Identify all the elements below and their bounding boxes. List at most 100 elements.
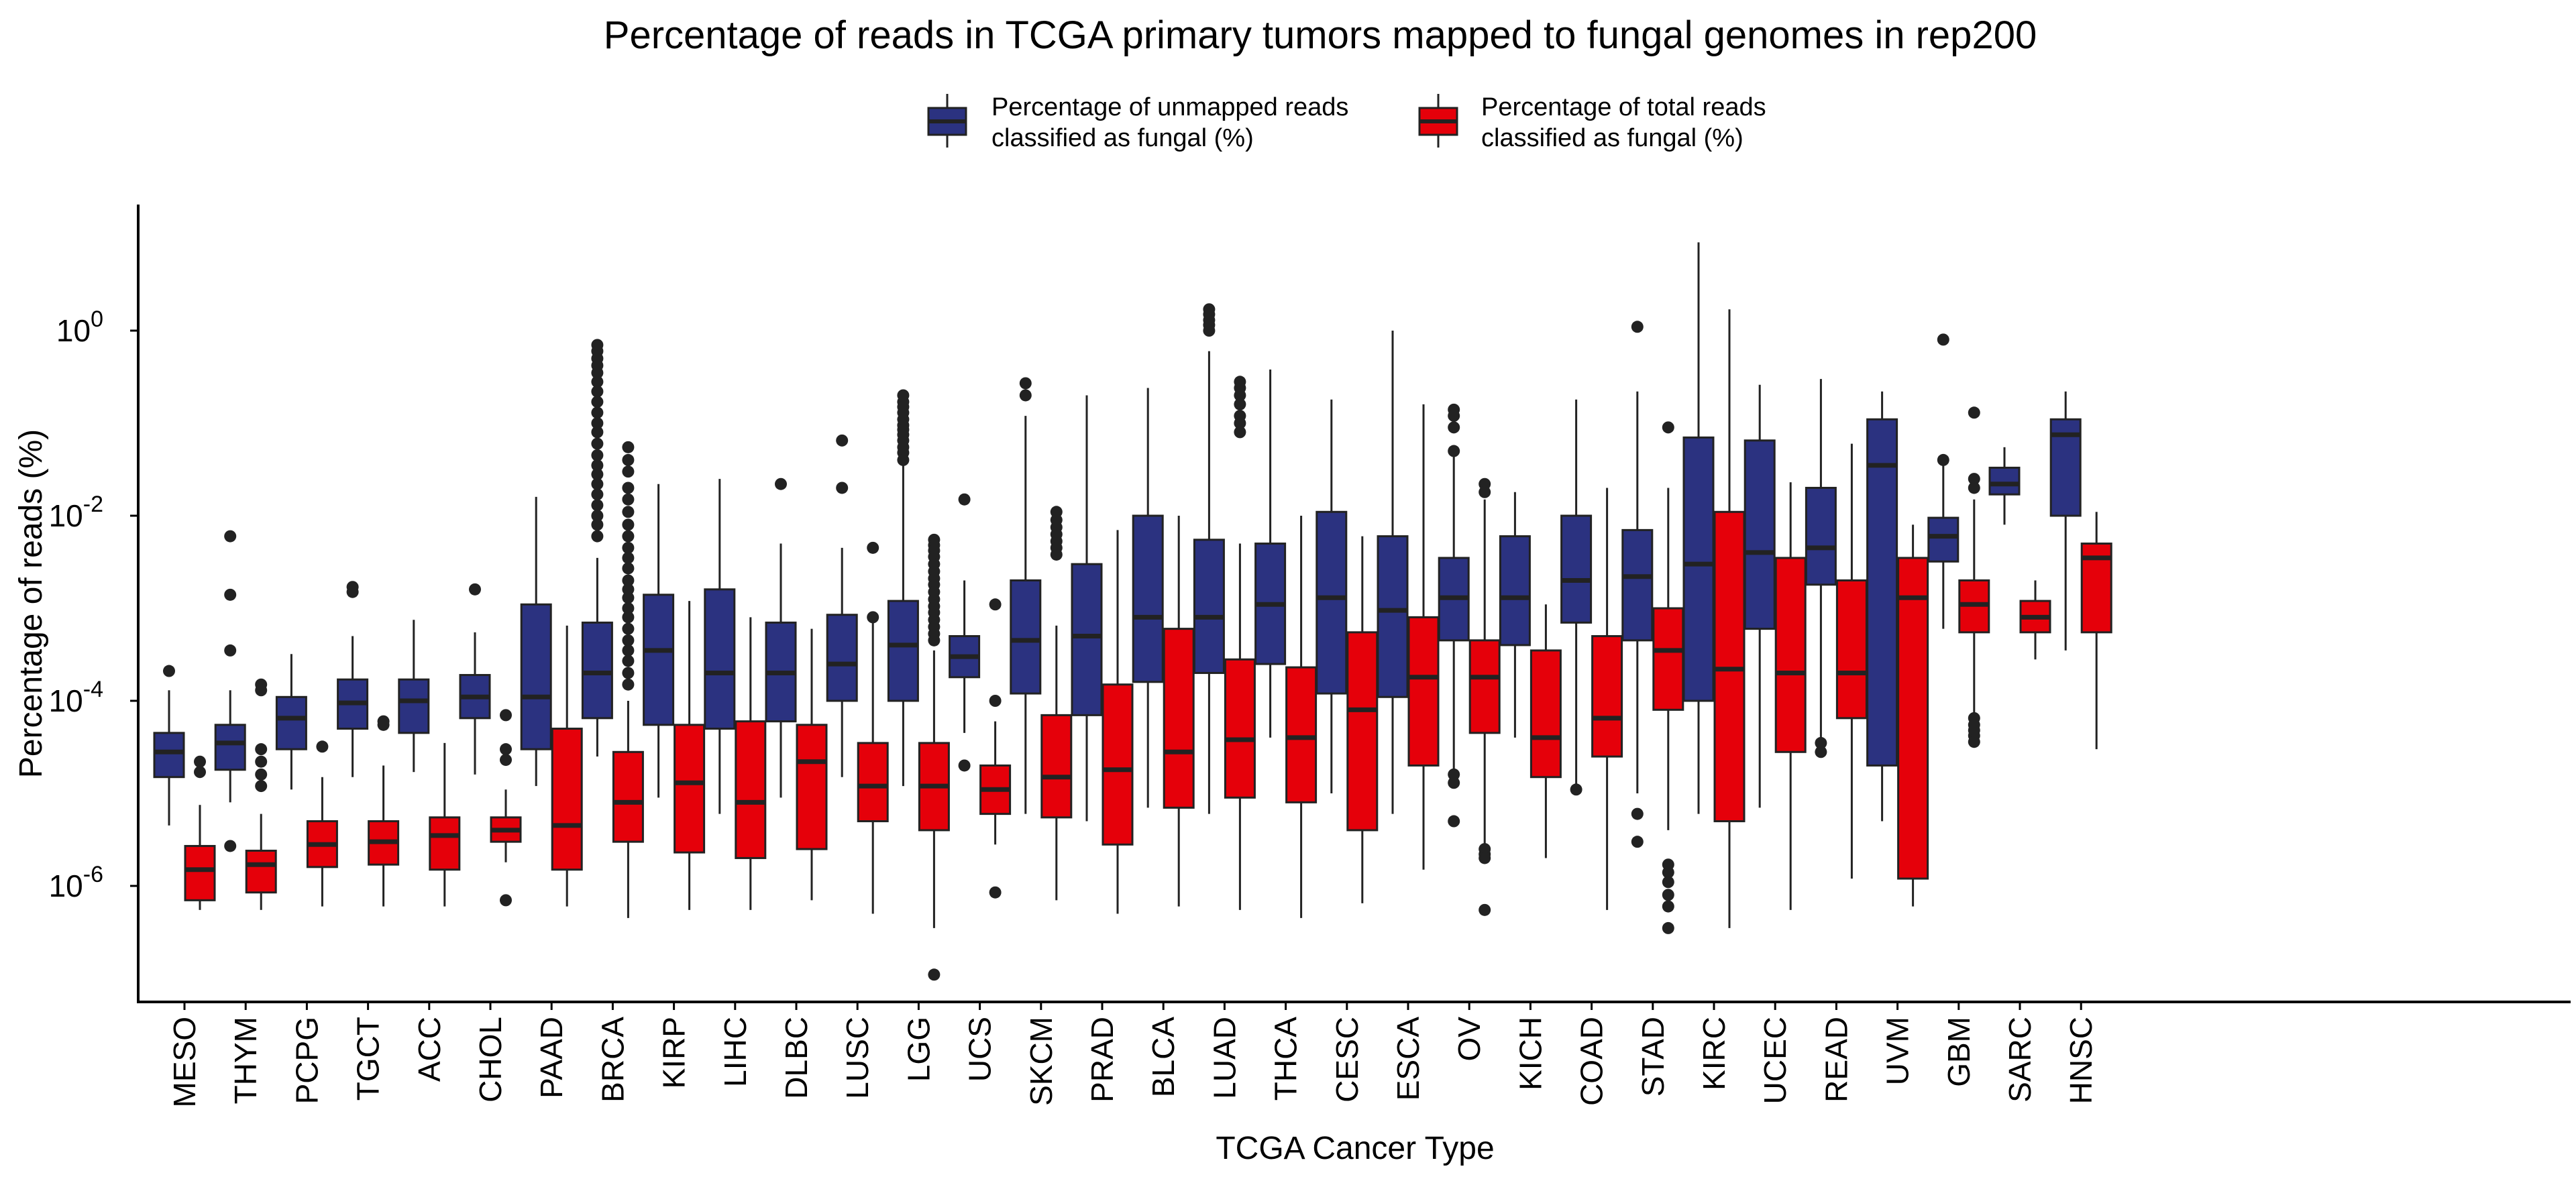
box-total-kirp: [674, 601, 706, 910]
box-unmapped-thca: [1254, 369, 1287, 738]
outlier-point: [500, 743, 512, 756]
box-unmapped-cesc: [1316, 399, 1348, 793]
box-iqr: [520, 603, 552, 750]
box-iqr: [1927, 516, 1960, 563]
x-tick-label-brca: BRCA: [595, 1017, 630, 1103]
x-tick-label-hnsc: HNSC: [2063, 1017, 2098, 1104]
outlier-point: [622, 622, 635, 635]
x-tick-label-uvm: UVM: [1880, 1017, 1915, 1085]
box-iqr: [1805, 486, 1837, 586]
box-iqr: [1621, 528, 1654, 642]
box-iqr: [1713, 510, 1746, 823]
outlier-point: [1570, 783, 1582, 796]
outlier-point: [1234, 389, 1246, 402]
outlier-point: [469, 583, 481, 596]
box-unmapped-pcpg: [275, 654, 307, 790]
x-tick-label-pcpg: PCPG: [289, 1017, 324, 1104]
box-unmapped-lihc: [704, 479, 736, 814]
x-tick-label-kirp: KIRP: [657, 1017, 692, 1088]
box-iqr: [1132, 514, 1164, 683]
outlier-point: [1662, 921, 1674, 934]
box-iqr: [1682, 436, 1715, 702]
outlier-point: [622, 530, 635, 543]
x-tick-label-luad: LUAD: [1207, 1017, 1242, 1099]
box-total-read: [1835, 443, 1868, 879]
outlier-point: [1631, 807, 1644, 820]
box-total-cesc: [1346, 536, 1379, 903]
box-iqr: [612, 750, 644, 843]
outlier-point: [958, 493, 971, 506]
box-total-coad: [1591, 488, 1623, 910]
box-iqr: [1102, 683, 1134, 846]
outlier-point: [1019, 389, 1032, 402]
outlier-point: [622, 574, 635, 587]
y-tick-label: 10-4: [49, 677, 103, 718]
box-unmapped-ucec: [1743, 384, 1776, 808]
outlier-point: [1479, 486, 1491, 498]
outlier-point: [1448, 421, 1460, 434]
outlier-point: [622, 518, 635, 531]
box-total-luad: [1224, 376, 1256, 910]
outlier-point: [591, 396, 604, 408]
box-iqr: [184, 844, 216, 901]
box-iqr: [1988, 466, 2021, 496]
outlier-point: [224, 530, 237, 543]
box-total-hnsc: [2080, 512, 2112, 750]
box-total-thym: [245, 678, 277, 910]
x-tick-label-paad: PAAD: [534, 1017, 569, 1098]
outlier-point: [1968, 736, 1980, 748]
box-total-pcpg: [306, 740, 338, 907]
box-unmapped-brca: [581, 339, 613, 757]
box-iqr: [1835, 579, 1868, 720]
box-unmapped-paad: [520, 496, 552, 787]
legend-label-unmapped-line1: Percentage of unmapped reads: [991, 93, 1348, 121]
box-iqr: [1774, 557, 1807, 753]
outlier-point: [1448, 410, 1460, 422]
outlier-point: [1479, 852, 1491, 864]
x-tick-label-ov: OV: [1452, 1017, 1487, 1062]
outlier-point: [622, 551, 635, 564]
box-iqr: [398, 678, 430, 734]
box-total-lusc: [857, 541, 889, 914]
box-unmapped-kirc: [1682, 242, 1715, 814]
outlier-point: [1631, 321, 1644, 333]
x-tick-label-stad: STAD: [1635, 1017, 1670, 1096]
box-iqr: [275, 695, 307, 750]
box-iqr: [887, 600, 919, 702]
box-total-uvm: [1897, 524, 1929, 907]
outlier-point: [1662, 876, 1674, 889]
outlier-point: [622, 583, 635, 596]
box-iqr: [1377, 535, 1409, 698]
box-iqr: [1040, 714, 1073, 819]
box-unmapped-chol: [459, 583, 491, 775]
box-total-ucec: [1774, 482, 1807, 910]
box-iqr: [429, 816, 461, 871]
legend-label-unmapped-line2: classified as fungal (%): [991, 124, 1254, 152]
x-tick-label-ucs: UCS: [963, 1017, 998, 1082]
box-unmapped-lgg: [887, 389, 919, 787]
x-tick-label-blca: BLCA: [1146, 1017, 1181, 1097]
outlier-point: [500, 709, 512, 722]
outlier-point: [1937, 453, 1949, 466]
x-tick-label-coad: COAD: [1574, 1017, 1609, 1106]
box-iqr: [826, 614, 858, 702]
box-total-lgg: [918, 533, 950, 981]
outlier-point: [928, 634, 941, 646]
x-tick-label-ucec: UCEC: [1758, 1017, 1792, 1104]
outlier-point: [224, 588, 237, 601]
box-iqr: [704, 588, 736, 730]
outlier-point: [622, 465, 635, 478]
box-total-brca: [612, 441, 644, 918]
box-iqr: [1743, 439, 1776, 630]
outlier-point: [622, 441, 635, 453]
box-total-ucs: [979, 598, 1012, 899]
box-iqr: [581, 621, 613, 720]
outlier-point: [591, 366, 604, 379]
legend-entry-total: Percentage of total reads classified as …: [1418, 93, 1766, 152]
outlier-point: [622, 634, 635, 646]
outlier-point: [1662, 421, 1674, 434]
outlier-point: [591, 518, 604, 531]
x-tick-label-lgg: LGG: [901, 1017, 936, 1082]
box-unmapped-coad: [1560, 399, 1593, 796]
